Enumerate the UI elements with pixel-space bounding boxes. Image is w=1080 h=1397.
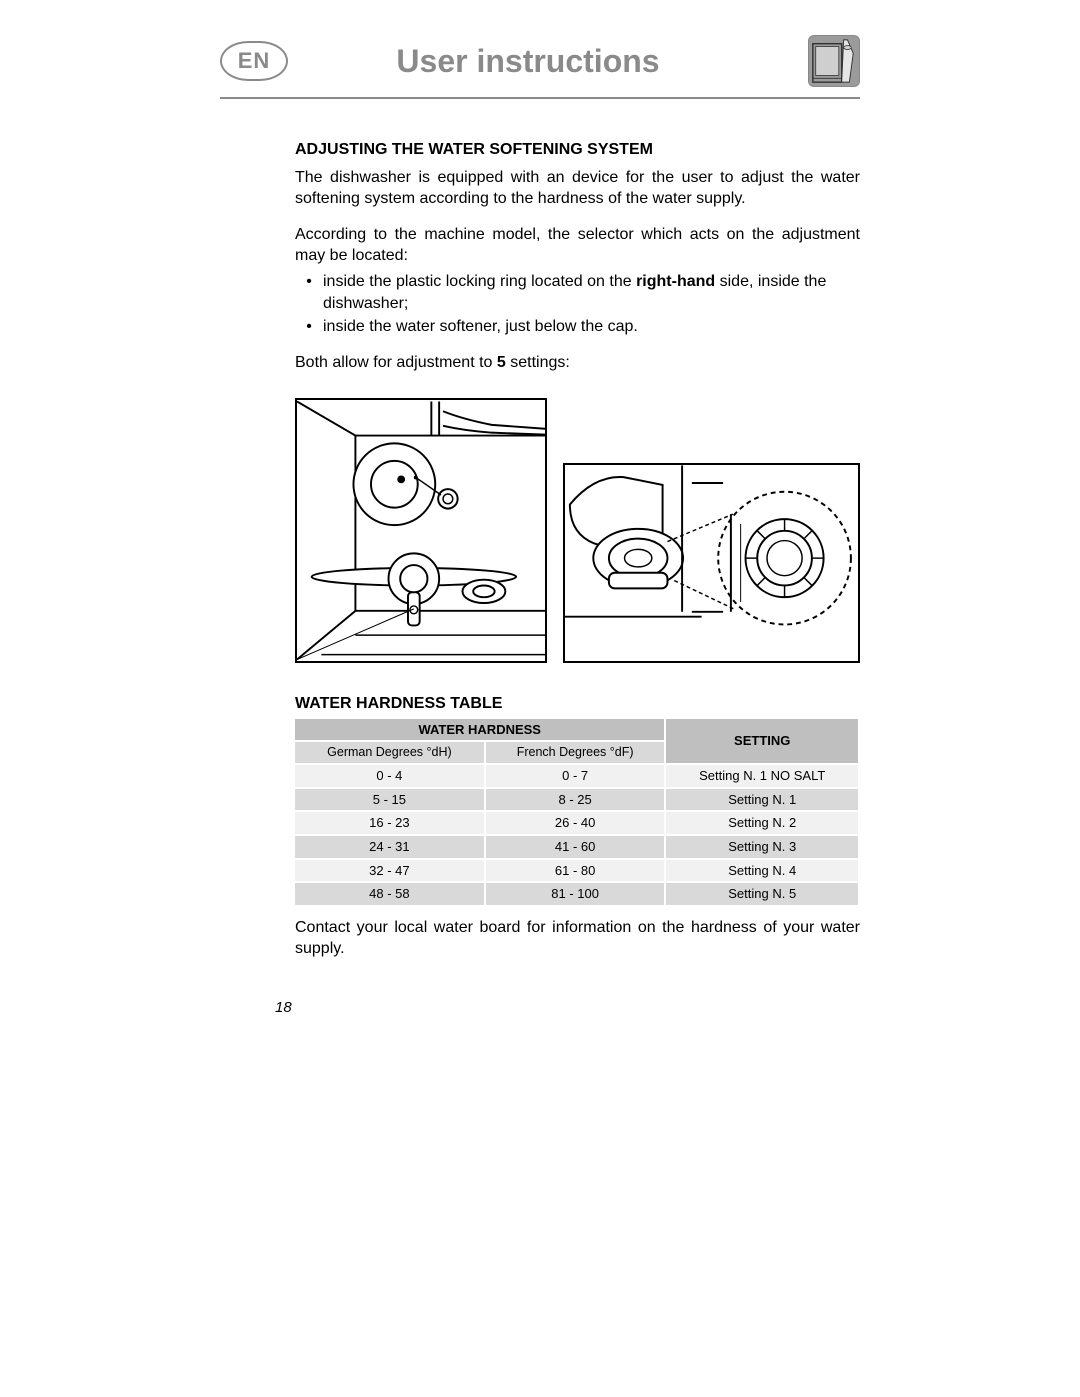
location-bullet-list: • inside the plastic locking ring locate… (295, 271, 860, 338)
cell-setting: Setting N. 1 (665, 788, 859, 812)
table-row: 0 - 4 0 - 7 Setting N. 1 NO SALT (295, 764, 859, 788)
cell-de: 48 - 58 (295, 882, 485, 906)
cell-fr: 8 - 25 (485, 788, 666, 812)
table-row: 32 - 47 61 - 80 Setting N. 4 (295, 859, 859, 883)
cell-setting: Setting N. 5 (665, 882, 859, 906)
cell-de: 32 - 47 (295, 859, 485, 883)
water-hardness-table: WATER HARDNESS SETTING German Degrees °d… (295, 719, 860, 907)
paragraph-location-intro: According to the machine model, the sele… (295, 224, 860, 267)
para3-pre: Both allow for adjustment to (295, 354, 497, 371)
cell-setting: Setting N. 3 (665, 835, 859, 859)
page-content: ADJUSTING THE WATER SOFTENING SYSTEM The… (220, 139, 860, 1018)
bullet-text-1: inside the plastic locking ring located … (323, 271, 860, 314)
bullet1-pre: inside the plastic locking ring located … (323, 273, 636, 290)
paragraph-settings-count: Both allow for adjustment to 5 settings: (295, 352, 860, 374)
para3-post: settings: (506, 354, 570, 371)
para3-bold: 5 (497, 354, 506, 371)
page-header: EN User instructions (220, 35, 860, 99)
cell-de: 24 - 31 (295, 835, 485, 859)
bullet-dot-icon: • (295, 316, 323, 338)
cell-fr: 61 - 80 (485, 859, 666, 883)
section-heading-adjusting: ADJUSTING THE WATER SOFTENING SYSTEM (295, 139, 860, 161)
page-number: 18 (275, 998, 860, 1018)
footer-note: Contact your local water board for infor… (295, 917, 860, 960)
th-water-hardness: WATER HARDNESS (295, 719, 665, 742)
cell-fr: 26 - 40 (485, 811, 666, 835)
cell-de: 5 - 15 (295, 788, 485, 812)
th-french-degrees: French Degrees °dF) (485, 741, 666, 764)
cell-setting: Setting N. 2 (665, 811, 859, 835)
table-header-row: WATER HARDNESS SETTING (295, 719, 859, 742)
table-row: 16 - 23 26 - 40 Setting N. 2 (295, 811, 859, 835)
bullet-text-2: inside the water softener, just below th… (323, 316, 638, 338)
bullet-dot-icon: • (295, 271, 323, 293)
th-german-degrees: German Degrees °dH) (295, 741, 485, 764)
bullet-item-1: • inside the plastic locking ring locate… (295, 271, 860, 314)
bullet-item-2: • inside the water softener, just below … (295, 316, 860, 338)
manual-page: EN User instructions ADJUSTING THE WATER… (0, 0, 1080, 1018)
cell-fr: 81 - 100 (485, 882, 666, 906)
diagram-closeup (563, 463, 860, 663)
table-row: 48 - 58 81 - 100 Setting N. 5 (295, 882, 859, 906)
table-heading: WATER HARDNESS TABLE (295, 693, 860, 715)
cell-de: 0 - 4 (295, 764, 485, 788)
paragraph-intro: The dishwasher is equipped with an devic… (295, 167, 860, 210)
cell-fr: 41 - 60 (485, 835, 666, 859)
bullet1-bold: right-hand (636, 273, 715, 290)
th-setting: SETTING (665, 719, 859, 764)
table-row: 5 - 15 8 - 25 Setting N. 1 (295, 788, 859, 812)
cell-de: 16 - 23 (295, 811, 485, 835)
page-title: User instructions (248, 43, 808, 80)
table-row: 24 - 31 41 - 60 Setting N. 3 (295, 835, 859, 859)
diagram-interior (295, 398, 547, 663)
cell-setting: Setting N. 4 (665, 859, 859, 883)
cell-setting: Setting N. 1 NO SALT (665, 764, 859, 788)
cell-fr: 0 - 7 (485, 764, 666, 788)
diagram-row (295, 398, 860, 663)
dishwasher-icon (808, 35, 860, 87)
